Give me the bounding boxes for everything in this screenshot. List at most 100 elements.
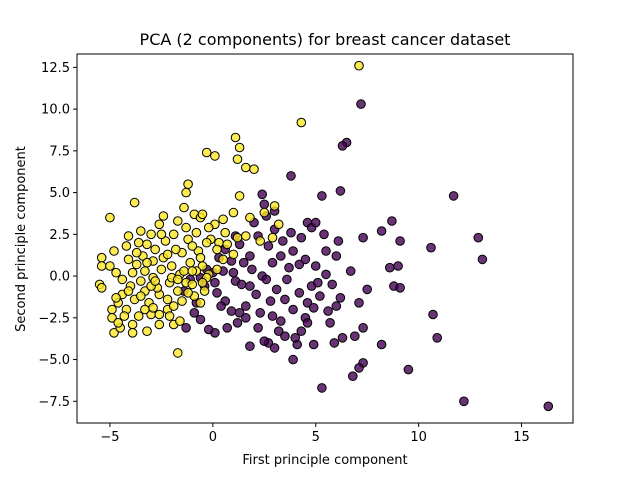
scatter-point — [294, 288, 305, 298]
scatter-point — [123, 286, 134, 296]
x-axis-ticks: −5 0 5 10 15 — [100, 423, 530, 445]
scatter-point — [261, 274, 272, 285]
scatter-point — [269, 343, 280, 353]
scatter-point — [133, 311, 144, 321]
scatter-point — [245, 212, 255, 223]
y-axis-label: Second principle component — [14, 146, 29, 332]
scatter-point — [175, 316, 185, 326]
scatter-point — [133, 237, 144, 248]
scatter-point — [226, 306, 237, 316]
scatter-point — [302, 318, 313, 328]
scatter-point — [156, 229, 167, 240]
scatter-point — [201, 237, 212, 248]
scatter-point — [105, 212, 115, 223]
scatter-point — [148, 303, 158, 313]
scatter-point — [253, 323, 263, 333]
scatter-point — [234, 142, 245, 153]
scatter-point — [259, 336, 270, 347]
scatter-point — [222, 239, 232, 250]
x-axis-label: First principle component — [242, 453, 407, 468]
scatter-point — [119, 311, 130, 321]
y-axis-ticks: −7.5 −5.0 −2.5 0.0 2.5 5.0 7.5 10.0 12.5 — [38, 61, 77, 410]
x-tick-label: 15 — [513, 430, 530, 445]
x-tick-label: 5 — [312, 430, 320, 445]
scatter-point — [96, 252, 107, 263]
scatter-point — [136, 291, 146, 301]
scatter-point — [255, 236, 266, 246]
scatter-point — [113, 318, 123, 328]
scatter-point — [234, 191, 245, 201]
scatter-point — [543, 401, 554, 412]
scatter-point — [107, 304, 117, 315]
scatter-point — [257, 189, 268, 200]
scatter-point — [179, 202, 189, 213]
scatter-point — [265, 296, 276, 306]
scatter-point — [345, 266, 356, 276]
scatter-point — [267, 311, 278, 321]
scatter-point — [325, 318, 335, 328]
scatter-point — [156, 264, 167, 275]
scatter-point — [319, 229, 329, 240]
scatter-point — [232, 232, 243, 243]
scatter-point — [337, 333, 348, 343]
scatter-point — [350, 331, 360, 342]
scatter-point — [249, 164, 259, 174]
scatter-point — [212, 244, 222, 255]
scatter-point — [294, 259, 305, 270]
scatter-point — [142, 239, 152, 250]
scatter-point — [171, 244, 181, 255]
scatter-point — [173, 274, 183, 285]
scatter-point — [284, 262, 294, 273]
scatter-point — [245, 281, 255, 291]
scatter-point — [354, 60, 364, 71]
scatter-point — [127, 328, 138, 338]
scatter-point — [107, 313, 117, 323]
scatter-point — [154, 219, 165, 230]
scatter-point — [173, 348, 183, 358]
scatter-point — [385, 262, 395, 273]
scatter-point — [201, 147, 212, 158]
scatter-point — [117, 274, 128, 285]
scatter-point — [327, 279, 338, 290]
scatter-point — [230, 132, 241, 143]
scatter-point — [317, 191, 327, 201]
scatter-point — [105, 261, 115, 271]
scatter-point — [212, 264, 222, 275]
scatter-point — [310, 217, 321, 228]
scatter-point — [109, 246, 119, 256]
scatter-point — [199, 286, 210, 296]
scatter-point — [162, 294, 173, 305]
scatter-point — [179, 266, 189, 276]
scatter-point — [395, 236, 405, 246]
scatter-point — [403, 364, 414, 375]
scatter-point — [278, 236, 288, 246]
scatter-point — [228, 207, 239, 218]
scatter-point — [140, 266, 150, 276]
scatter-point — [181, 222, 191, 233]
scatter-point — [331, 251, 342, 261]
scatter-point — [271, 284, 282, 295]
scatter-point — [187, 279, 198, 290]
scatter-point — [259, 199, 270, 210]
scatter-point — [302, 298, 313, 308]
scatter-point — [354, 363, 364, 373]
scatter-point — [111, 293, 121, 303]
scatter-point — [473, 232, 484, 243]
scatter-point — [127, 267, 138, 278]
scatter-point — [276, 316, 286, 326]
x-tick-label: 0 — [209, 430, 217, 445]
scatter-point — [296, 117, 307, 128]
scatter-point — [220, 227, 230, 238]
scatter-point — [142, 257, 152, 268]
scatter-point — [259, 207, 270, 218]
scatter-point — [173, 286, 183, 296]
scatter-point — [142, 326, 152, 337]
scatter-point — [337, 141, 348, 151]
y-tick-label: −5.0 — [38, 353, 70, 368]
scatter-point — [241, 301, 251, 311]
scatter-point — [195, 298, 206, 308]
scatter-point — [288, 246, 298, 256]
scatter-point — [236, 279, 247, 290]
scatter-point — [212, 288, 222, 298]
scatter-point — [313, 277, 323, 288]
